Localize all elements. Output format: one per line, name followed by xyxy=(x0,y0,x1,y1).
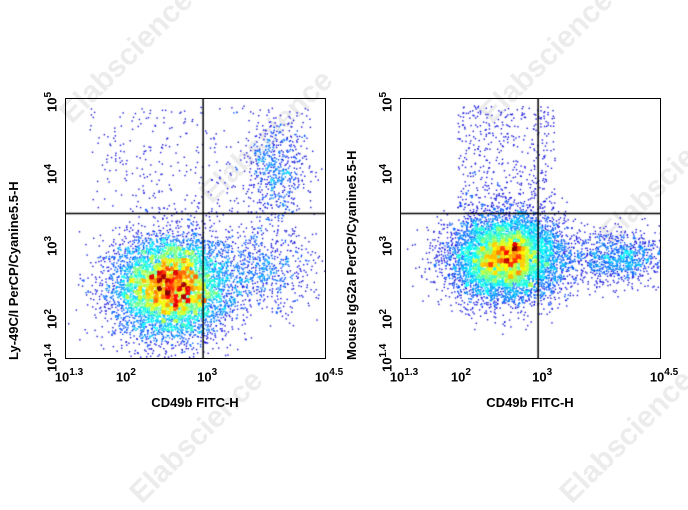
x-tick-label: 101.3 xyxy=(54,367,84,385)
y-tick-label: 104 xyxy=(43,164,60,185)
watermark: Elabscience xyxy=(553,363,688,510)
y-axis-label: Mouse IgG2a PerCP/Cyanine5.5-H xyxy=(344,150,359,360)
y-tick-label: 105 xyxy=(43,91,60,112)
y-tick-label: 103 xyxy=(43,236,60,257)
scatter-plot-area xyxy=(400,98,660,358)
y-tick-label: 105 xyxy=(378,91,395,112)
x-tick-label: 104.5 xyxy=(649,367,679,385)
x-tick-label: 103 xyxy=(532,367,553,385)
x-tick-label: 103 xyxy=(197,367,218,385)
y-tick-label: 104 xyxy=(378,164,395,185)
y-tick-label: 101.4 xyxy=(43,343,60,372)
plot-frame xyxy=(400,98,661,359)
y-tick-label: 102 xyxy=(378,308,395,329)
x-tick-label: 101.3 xyxy=(389,367,419,385)
y-tick-label: 101.4 xyxy=(378,343,395,372)
y-tick-label: 102 xyxy=(43,308,60,329)
x-tick-label: 102 xyxy=(115,367,136,385)
x-tick-label: 102 xyxy=(450,367,471,385)
scatter-plot-area xyxy=(65,98,325,358)
y-tick-label: 103 xyxy=(378,236,395,257)
y-axis-label: Ly-49C/I PerCP/Cyanine5.5-H xyxy=(6,181,21,360)
x-tick-label: 104.5 xyxy=(314,367,344,385)
x-axis-label: CD49b FITC-H xyxy=(151,395,239,410)
plot-frame xyxy=(65,98,326,359)
x-axis-label: CD49b FITC-H xyxy=(486,395,574,410)
watermark: Elabscience xyxy=(123,363,270,510)
